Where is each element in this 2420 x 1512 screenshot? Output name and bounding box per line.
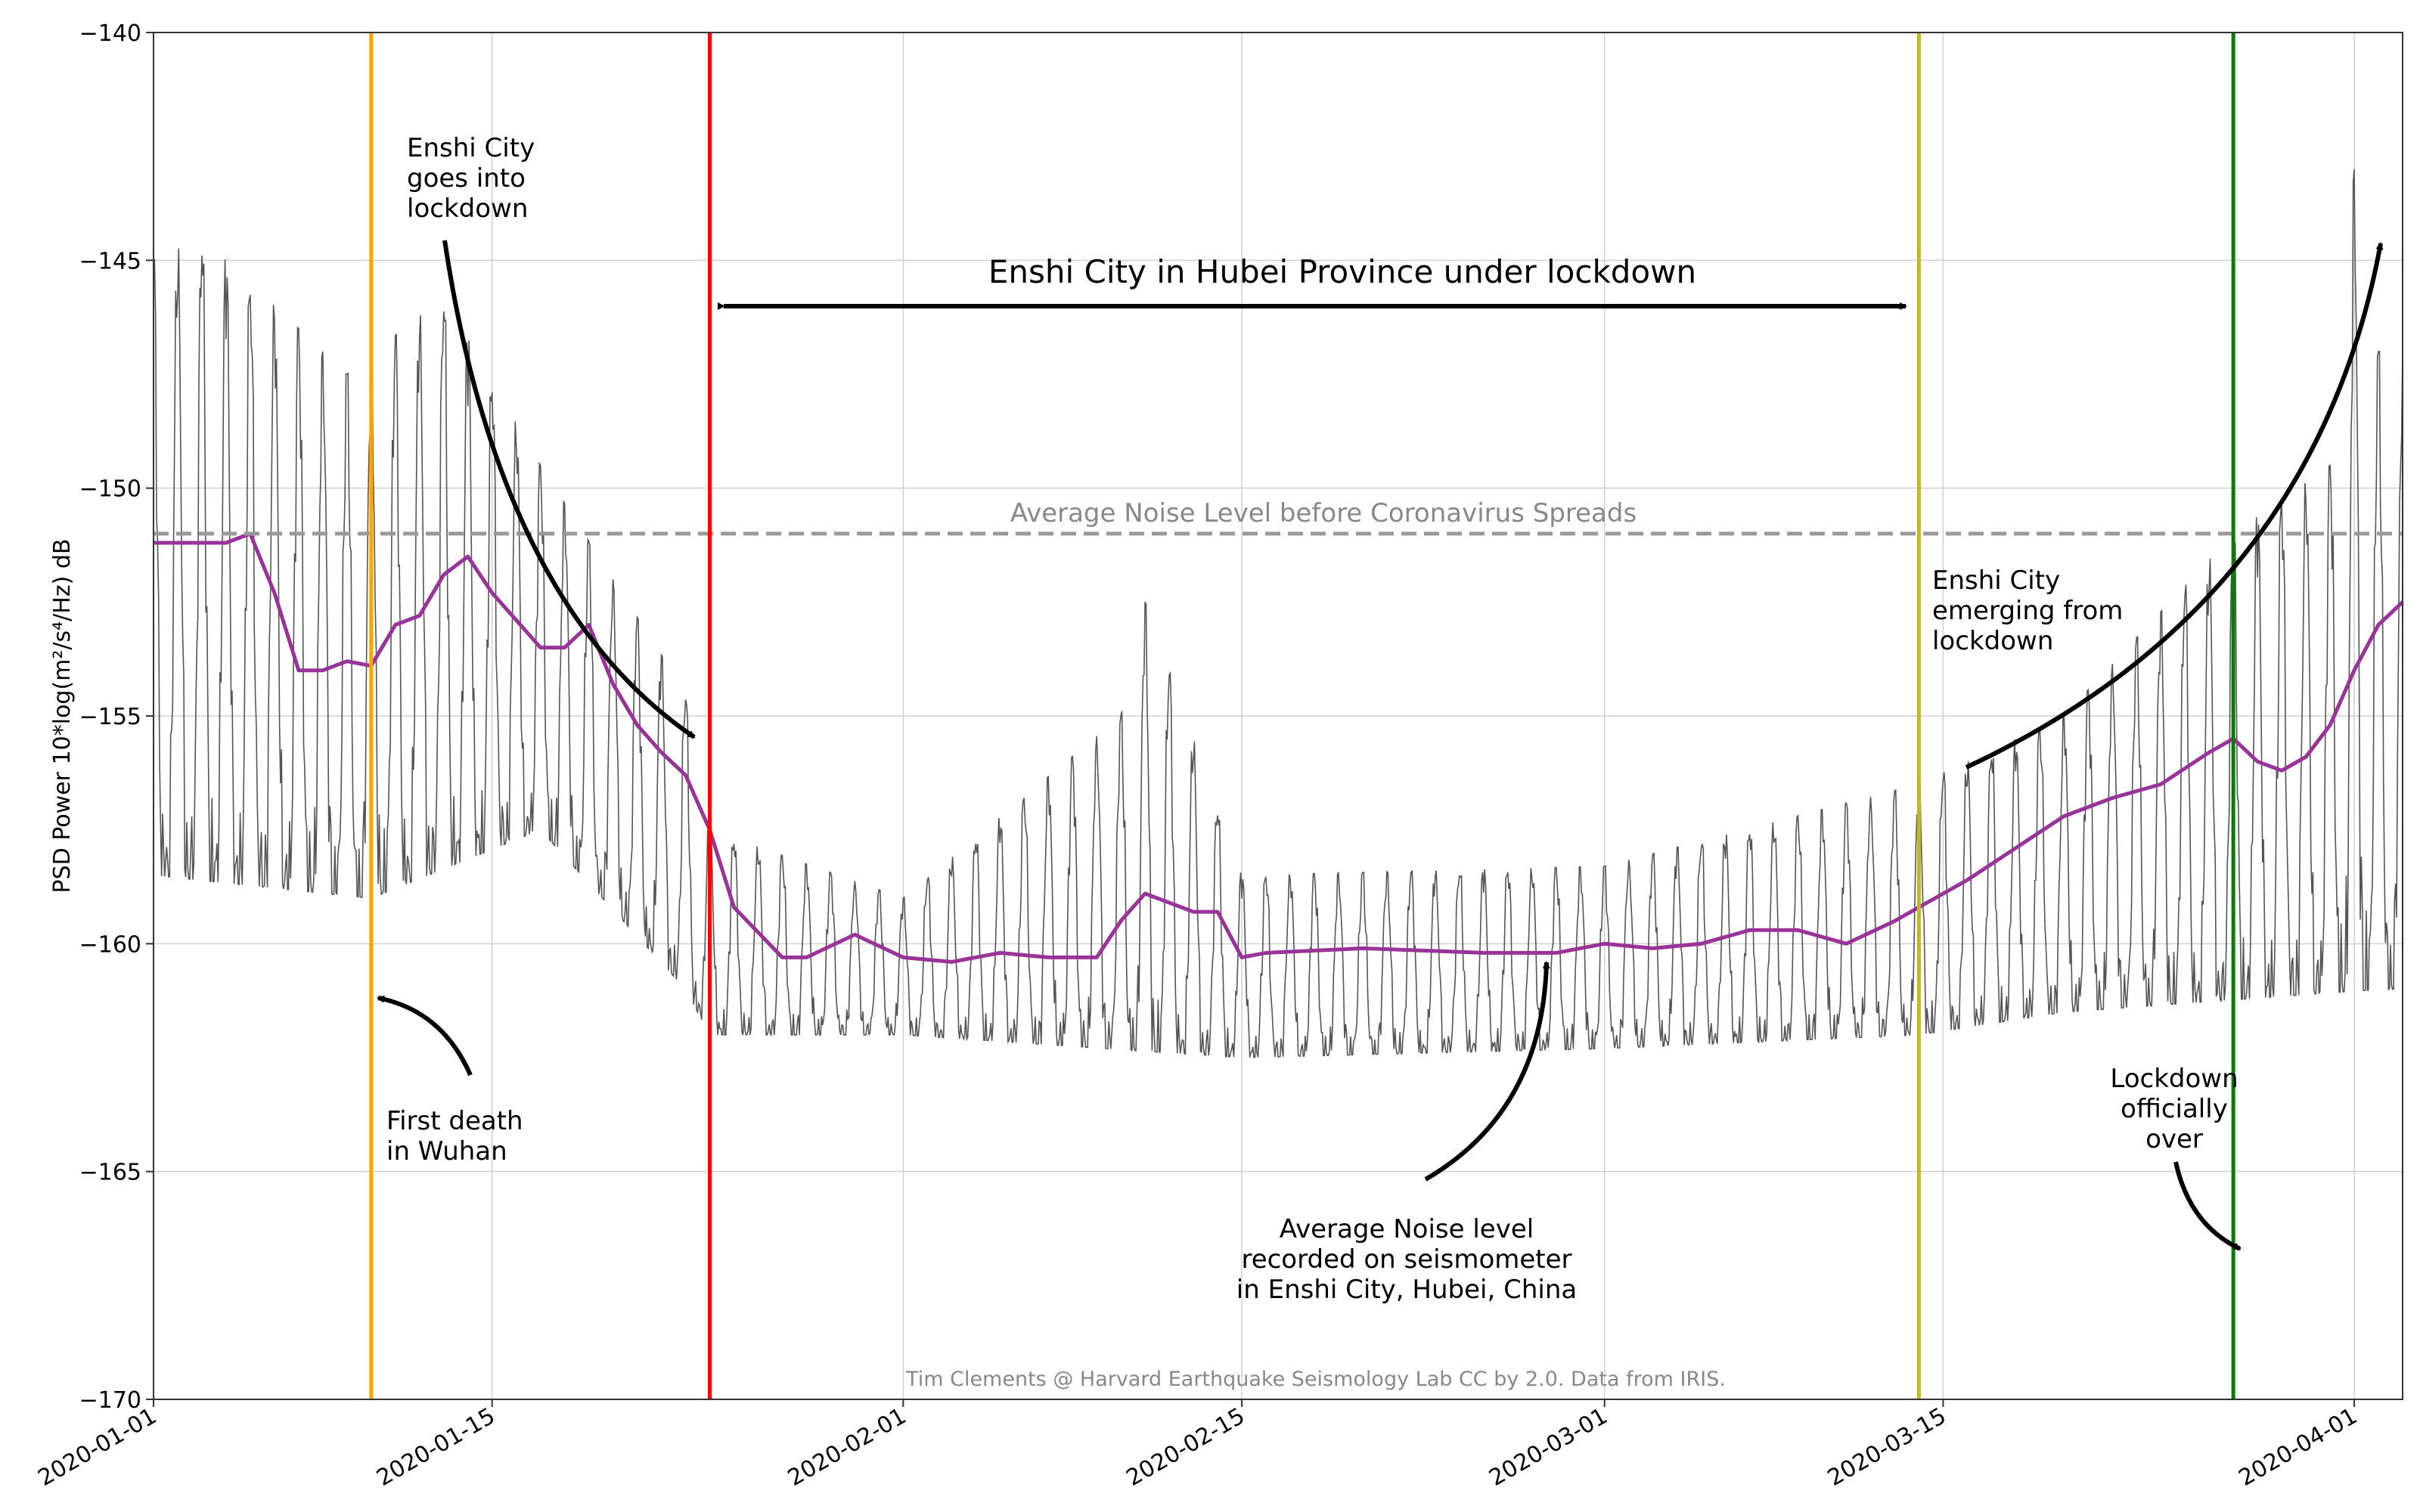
annotation-emerging: Enshi City emerging from lockdown — [1932, 565, 2123, 656]
annotation-line: Lockdown — [2110, 1064, 2238, 1094]
annotation-line: recorded on seismometer — [1241, 1244, 1571, 1275]
y-tick-label: −150 — [79, 476, 141, 503]
annotation-line: lockdown — [1932, 626, 2053, 656]
annotation-line: emerging from — [1932, 596, 2123, 626]
y-tick-label: −155 — [79, 704, 141, 730]
y-tick-label: −145 — [79, 248, 141, 274]
reference-lines — [154, 33, 2403, 1399]
y-tick-label: −165 — [79, 1160, 141, 1186]
annotation-first-death: First death in Wuhan — [386, 1106, 523, 1167]
x-tick-label: 2020-02-15 — [1122, 1403, 1249, 1492]
raw-noise-line — [153, 169, 2403, 1058]
arrow-into-lockdown — [442, 240, 696, 739]
average-noise-series — [154, 531, 2404, 964]
annotation-line: in Wuhan — [386, 1136, 507, 1167]
annotation-line: First death — [386, 1106, 523, 1136]
annotation-line: over — [2145, 1124, 2203, 1154]
arrow-lockdown-over — [2173, 1161, 2242, 1251]
y-axis-label: PSD Power 10*log(m²/s⁴/Hz) dB — [49, 539, 76, 894]
baseline-label: Average Noise Level before Coronavirus S… — [1010, 498, 1637, 528]
annotation-line: in Enshi City, Hubei, China — [1236, 1275, 1577, 1305]
x-tick-label: 2020-01-15 — [372, 1403, 499, 1492]
annotation-lockdown-over: Lockdown officially over — [2110, 1064, 2238, 1154]
x-tick-label: 2020-03-01 — [1485, 1403, 1612, 1492]
raw-noise-series — [153, 169, 2403, 1058]
annotation-average-level: Average Noise level recorded on seismome… — [1236, 1214, 1577, 1305]
arrow-average-level — [1424, 961, 1550, 1182]
annotation-goes-into-lockdown: Enshi City goes into lockdown — [407, 133, 535, 224]
arrow-first-death — [377, 995, 473, 1077]
annotation-line: officially — [2121, 1094, 2228, 1124]
x-axis: 2020-01-01 2020-01-15 2020-02-01 2020-02-15… — [34, 1399, 2362, 1492]
y-axis: −170 −165 −160 −155 −150 −145 −140 — [79, 20, 154, 1414]
x-tick-label: 2020-04-01 — [2235, 1403, 2362, 1492]
average-noise-line — [154, 531, 2404, 964]
arrow-emerging — [1965, 242, 2384, 770]
annotation-line: goes into — [407, 163, 526, 194]
y-tick-label: −140 — [79, 20, 141, 47]
x-tick-label: 2020-01-01 — [34, 1403, 161, 1492]
y-tick-label: −170 — [79, 1387, 141, 1414]
credit-text: Tim Clements @ Harvard Earthquake Seismo… — [905, 1368, 1726, 1391]
annotation-line: Enshi City — [1932, 565, 2060, 596]
annotation-under-lockdown: Enshi City in Hubei Province under lockd… — [988, 253, 1696, 290]
annotation-line: lockdown — [407, 194, 528, 224]
annotation-line: Average Noise level — [1280, 1214, 1534, 1244]
annotation-line: Enshi City — [407, 133, 535, 163]
y-tick-label: −160 — [79, 931, 141, 958]
x-tick-label: 2020-02-01 — [783, 1403, 911, 1492]
x-tick-label: 2020-03-15 — [1823, 1403, 1950, 1492]
